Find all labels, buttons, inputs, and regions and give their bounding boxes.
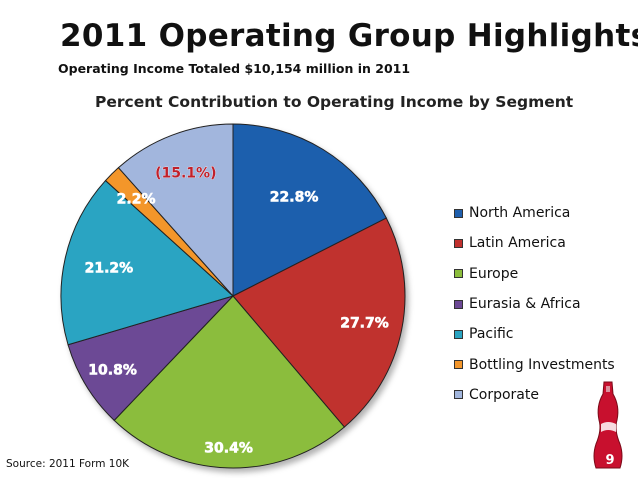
page-subtitle: Operating Income Totaled $10,154 million… bbox=[58, 61, 411, 76]
legend-label: Europe bbox=[469, 265, 519, 282]
coca-cola-bottle-logo: 9 bbox=[593, 381, 623, 469]
legend-swatch bbox=[454, 390, 463, 400]
pie-slice-corporate bbox=[117, 123, 234, 298]
legend-swatch bbox=[454, 329, 463, 339]
pie-slice-pacific bbox=[60, 179, 234, 346]
pie-slice-latin-america bbox=[232, 217, 406, 428]
pie-slice-eurasia-and-africa bbox=[67, 294, 235, 422]
legend-item-north-america: North America bbox=[454, 198, 615, 228]
slice-label-bottling-investments: 2.2% bbox=[117, 191, 156, 207]
legend-swatch bbox=[454, 299, 463, 309]
legend-label: North America bbox=[469, 205, 571, 222]
legend-item-europe: Europe bbox=[454, 259, 615, 289]
pie-slice-north-america bbox=[232, 123, 387, 297]
slice-label-europe: 30.4% bbox=[204, 440, 253, 456]
pie-slice-europe bbox=[113, 295, 346, 469]
legend-item-eurasia-and-africa: Eurasia & Africa bbox=[454, 289, 615, 319]
legend-item-latin-america: Latin America bbox=[454, 228, 615, 258]
slice-label-latin-america: 27.7% bbox=[340, 315, 389, 331]
slice-label-corporate: (15.1%) bbox=[155, 165, 216, 181]
legend-label: Corporate bbox=[469, 386, 539, 403]
legend-label: Bottling Investments bbox=[469, 356, 615, 373]
page-title: 2011 Operating Group Highlights bbox=[60, 18, 638, 54]
chart-legend: North America Latin America Europe Eurasia … bbox=[454, 198, 615, 410]
legend-swatch bbox=[454, 208, 463, 218]
legend-item-corporate: Corporate bbox=[454, 380, 615, 410]
slice-label-pacific: 21.2% bbox=[85, 261, 134, 277]
legend-item-bottling-investments: Bottling Investments bbox=[454, 349, 615, 379]
legend-swatch bbox=[454, 269, 463, 279]
chart-title: Percent Contribution to Operating Income… bbox=[95, 93, 574, 111]
page-number: 9 bbox=[605, 453, 614, 468]
source-note: Source: 2011 Form 10K bbox=[6, 458, 130, 470]
legend-swatch bbox=[454, 238, 463, 248]
legend-swatch bbox=[454, 360, 463, 370]
slice-label-eurasia-and-africa: 10.8% bbox=[88, 362, 137, 378]
legend-label: Latin America bbox=[469, 235, 566, 252]
legend-item-pacific: Pacific bbox=[454, 319, 615, 349]
legend-label: Pacific bbox=[469, 326, 514, 343]
legend-label: Eurasia & Africa bbox=[469, 296, 581, 313]
slice-label-north-america: 22.8% bbox=[270, 189, 319, 205]
